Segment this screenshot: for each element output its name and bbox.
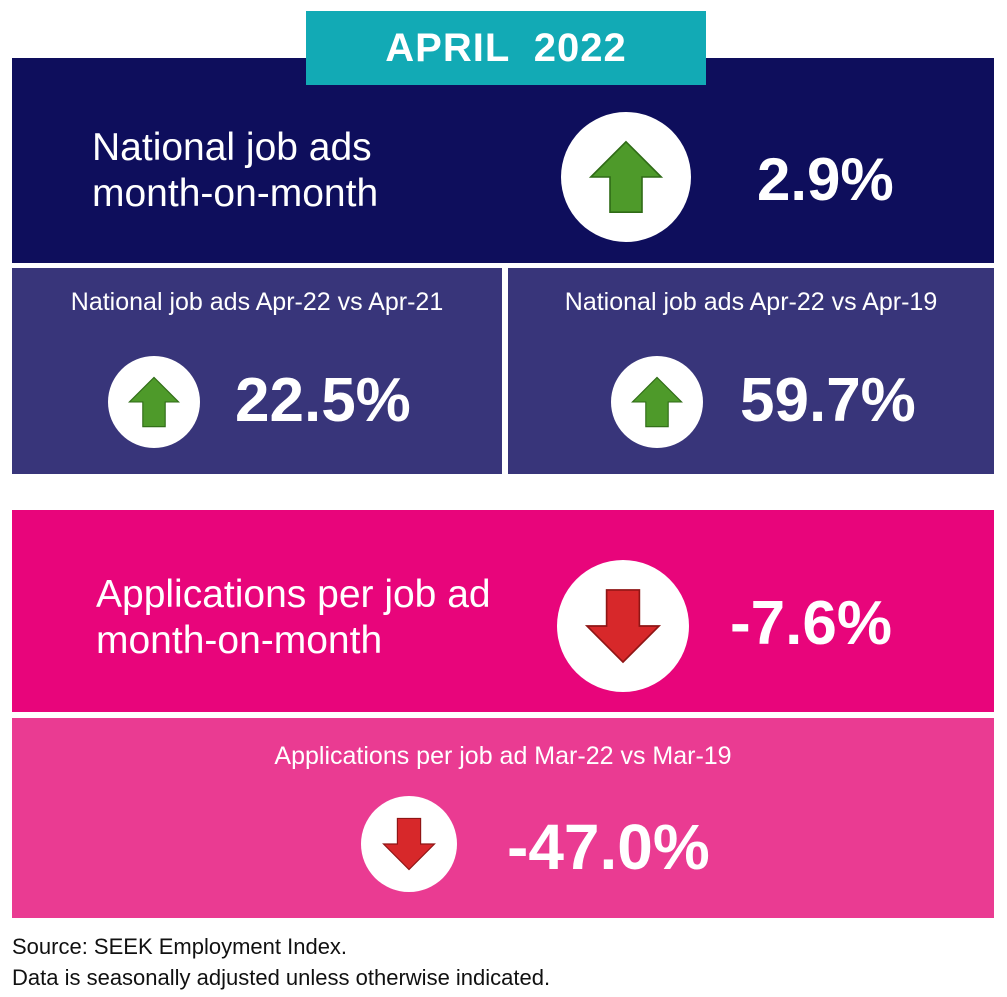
job-ads-yoy-value: 22.5% bbox=[235, 366, 411, 435]
month-banner: APRIL 2022 bbox=[306, 11, 706, 85]
job-ads-mom-label-line2: month-on-month bbox=[92, 172, 379, 215]
footer-source: Source: SEEK Employment Index. bbox=[12, 934, 348, 959]
job-ads-mom-label: National job ads month-on-month bbox=[92, 125, 378, 217]
job-ads-vs-2019-panel: National job ads Apr-22 vs Apr-19 59.7% bbox=[508, 268, 994, 474]
job-ads-yoy-label: National job ads Apr-22 vs Apr-21 bbox=[70, 288, 444, 316]
arrow-up-icon bbox=[611, 356, 703, 448]
applications-vs-2019-value: -47.0% bbox=[507, 811, 710, 883]
applications-mom-label-line1: Applications per job ad bbox=[96, 573, 491, 616]
applications-mom-panel: Applications per job ad month-on-month -… bbox=[12, 510, 994, 712]
arrow-up-icon bbox=[108, 356, 200, 448]
applications-vs-2019-panel: Applications per job ad Mar-22 vs Mar-19… bbox=[12, 718, 994, 918]
job-ads-mom-panel: National job ads month-on-month 2.9% bbox=[12, 58, 994, 263]
applications-mom-label-line2: month-on-month bbox=[96, 619, 383, 662]
applications-mom-value: -7.6% bbox=[730, 589, 892, 658]
applications-vs-2019-label: Applications per job ad Mar-22 vs Mar-19 bbox=[274, 742, 732, 770]
job-ads-yoy-panel: National job ads Apr-22 vs Apr-21 22.5% bbox=[12, 268, 502, 474]
arrow-down-icon bbox=[361, 796, 457, 892]
footer-note: Data is seasonally adjusted unless other… bbox=[12, 965, 551, 990]
applications-mom-label: Applications per job ad month-on-month bbox=[96, 572, 491, 664]
arrow-down-icon bbox=[557, 560, 689, 692]
job-ads-vs-2019-label: National job ads Apr-22 vs Apr-19 bbox=[564, 288, 938, 316]
job-ads-vs-2019-value: 59.7% bbox=[740, 366, 916, 435]
footer: Source: SEEK Employment Index. Data is s… bbox=[12, 931, 550, 993]
job-ads-mom-value: 2.9% bbox=[757, 146, 894, 213]
job-ads-mom-label-line1: National job ads bbox=[92, 126, 372, 169]
arrow-up-icon bbox=[561, 112, 691, 242]
